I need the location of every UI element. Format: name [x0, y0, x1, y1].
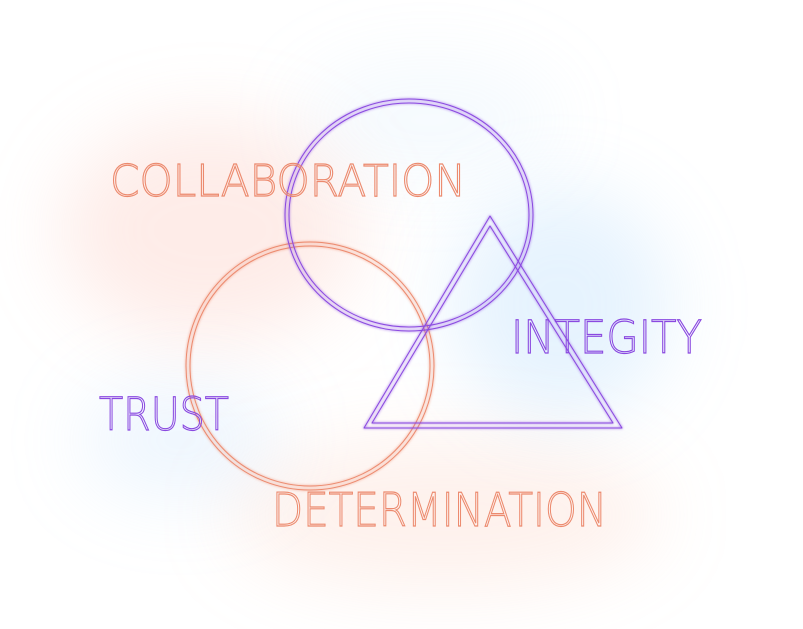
label-integrity: INTEGITY	[511, 311, 702, 364]
label-collaboration: COLLABORATION	[110, 156, 466, 207]
coral-circle	[185, 241, 435, 491]
label-determination: DETERMINATION	[272, 483, 607, 537]
violet-triangle	[363, 215, 623, 429]
violet-circle	[284, 98, 534, 332]
label-trust: TRUST	[99, 388, 229, 441]
